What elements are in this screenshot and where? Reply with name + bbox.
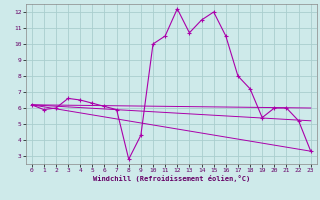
X-axis label: Windchill (Refroidissement éolien,°C): Windchill (Refroidissement éolien,°C) [92,175,250,182]
